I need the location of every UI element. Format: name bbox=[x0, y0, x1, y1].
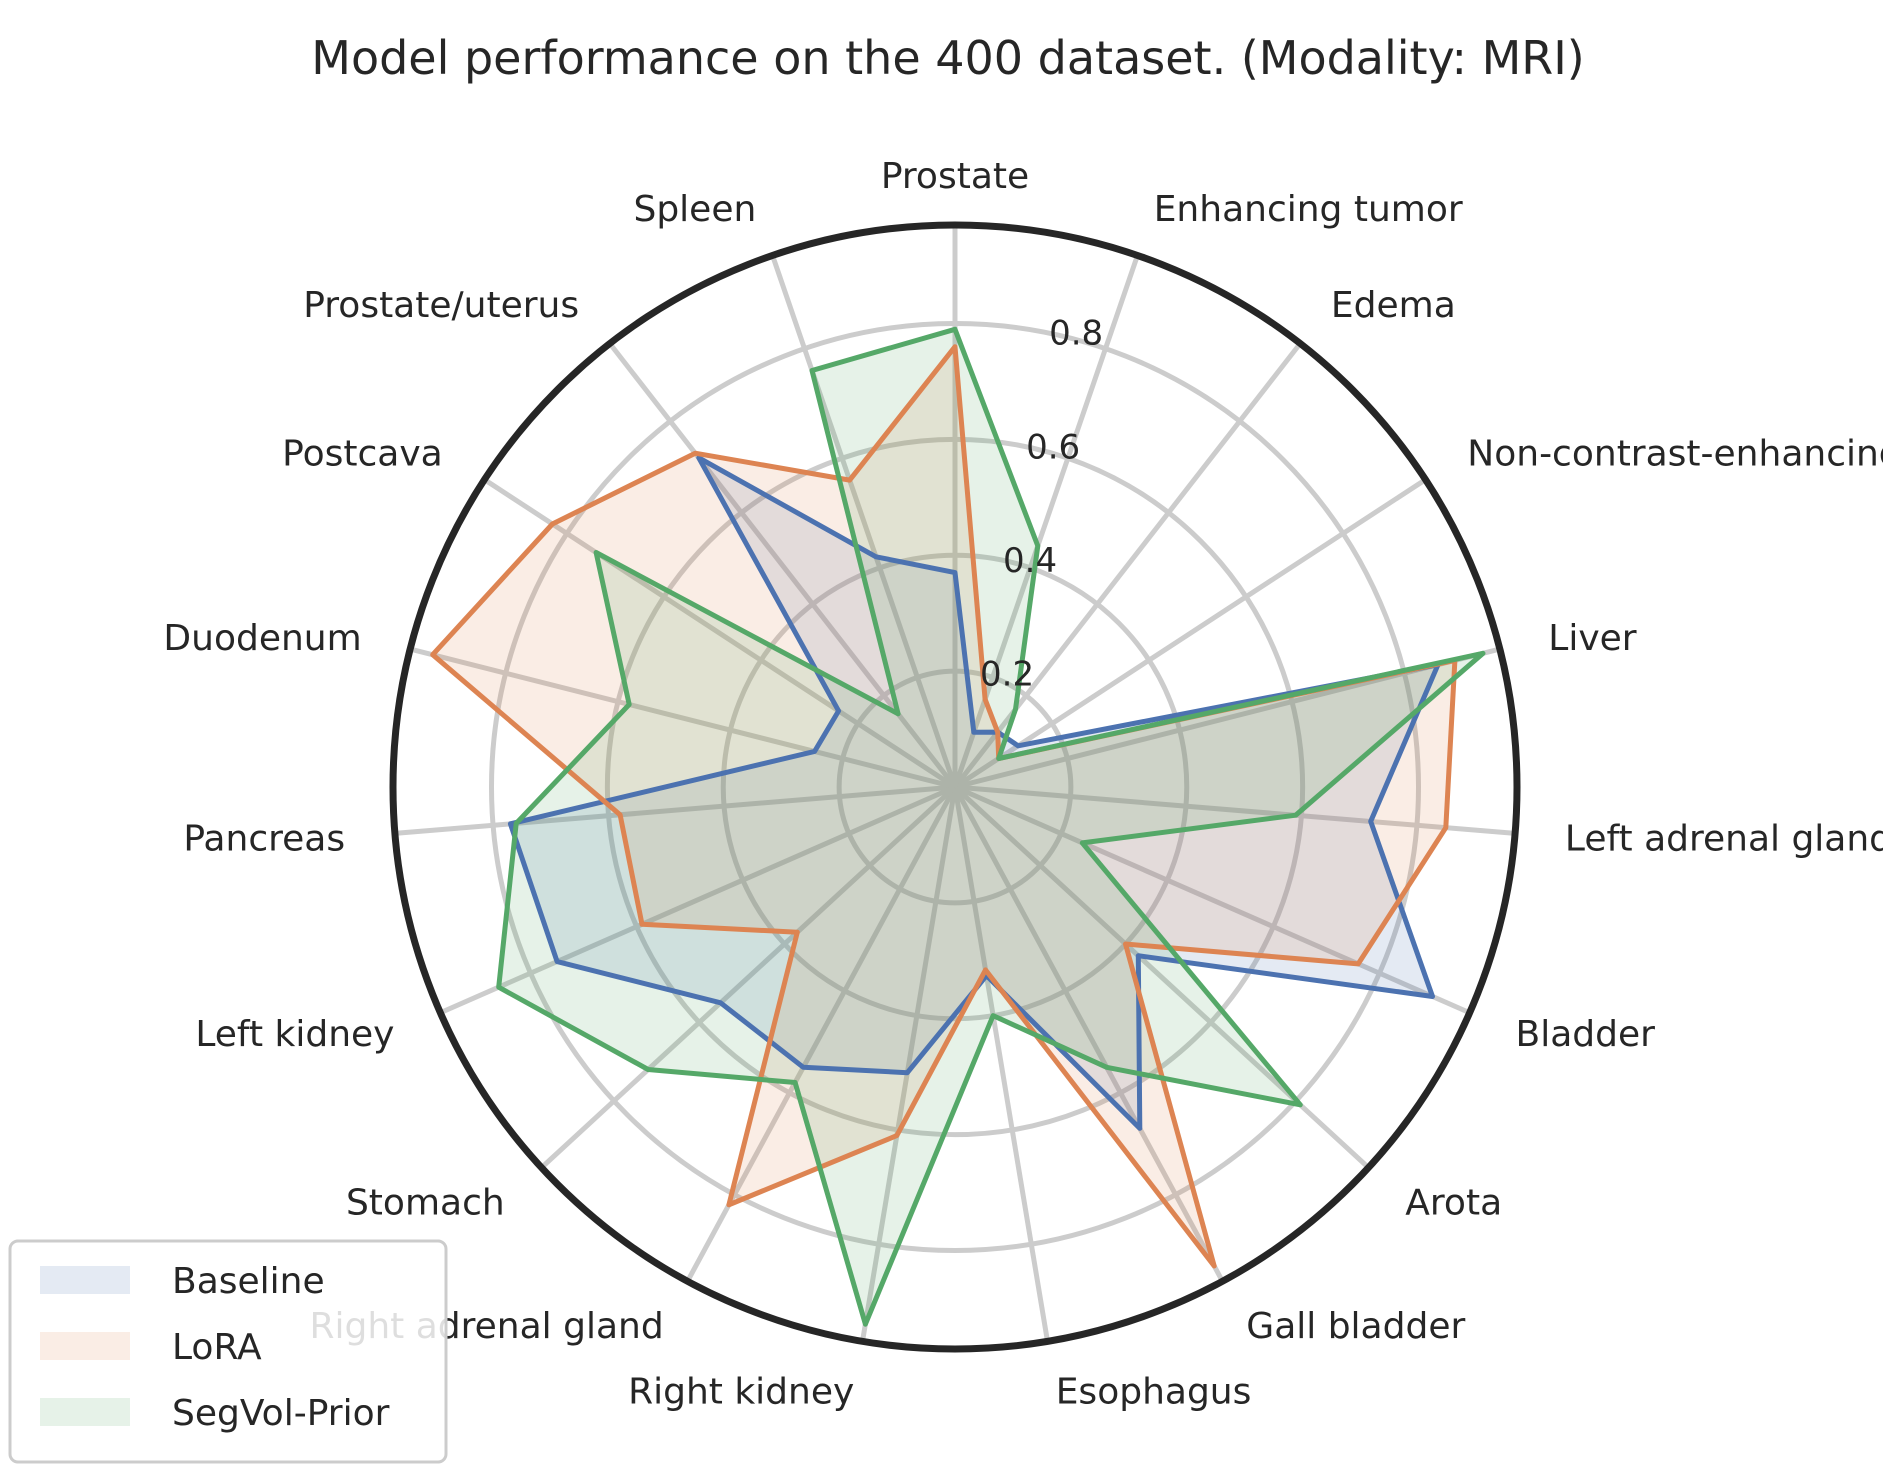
legend: Baseline LoRA SegVol-Prior bbox=[8, 1239, 448, 1464]
category-label-left-kidney: Left kidney bbox=[195, 1014, 394, 1055]
category-label-stomach: Stomach bbox=[346, 1183, 505, 1224]
category-label-enhancing-tumor: Enhancing tumor bbox=[1154, 189, 1463, 230]
series-fill-baseline bbox=[510, 457, 1438, 1129]
category-label-bladder: Bladder bbox=[1516, 1014, 1656, 1055]
series-line-baseline bbox=[507, 455, 1441, 1131]
spoke-gall-bladder bbox=[952, 785, 1225, 1283]
spoke-spleen bbox=[770, 254, 958, 788]
legend-label-baseline: Baseline bbox=[172, 1261, 325, 1302]
spoke-left-kidney bbox=[439, 784, 957, 1016]
legend-label-segvol-prior: SegVol-Prior bbox=[172, 1393, 390, 1434]
category-label-spleen: Spleen bbox=[633, 189, 756, 230]
spoke-non-contrast-enhancing-tumor-core bbox=[953, 477, 1427, 790]
legend-label-lora: LoRA bbox=[172, 1327, 262, 1368]
spoke-esophagus bbox=[952, 786, 1050, 1342]
legend-swatch-baseline bbox=[40, 1266, 130, 1294]
legend-swatch-lora bbox=[40, 1332, 130, 1360]
category-label-duodenum: Duodenum bbox=[163, 618, 361, 659]
category-label-postcava: Postcava bbox=[282, 433, 443, 474]
series-fill-segvol-prior bbox=[498, 329, 1483, 1325]
chart-title: Model performance on the 400 dataset. (M… bbox=[311, 31, 1585, 85]
spoke-postcava bbox=[483, 477, 957, 790]
category-label-gall-bladder: Gall bladder bbox=[1246, 1306, 1465, 1347]
category-label-pancreas: Pancreas bbox=[183, 819, 345, 860]
r-tick-label: 0.6 bbox=[1026, 427, 1080, 467]
series-line-segvol-prior bbox=[496, 326, 1486, 1327]
category-label-arota: Arota bbox=[1405, 1183, 1502, 1224]
spoke-duodenum bbox=[409, 646, 956, 790]
category-label-left-adrenal-gland: Left adrenal gland bbox=[1565, 819, 1883, 860]
r-tick-label: 0.4 bbox=[1003, 541, 1057, 581]
spoke-stomach bbox=[539, 785, 957, 1170]
series-fill-lora bbox=[432, 346, 1455, 1266]
category-label-esophagus: Esophagus bbox=[1056, 1372, 1252, 1413]
category-label-edema: Edema bbox=[1331, 285, 1456, 326]
category-label-non-contrast-enhancing-tumor-core: Non-contrast-enhancing tumor core bbox=[1467, 433, 1883, 474]
tick-labels: 0.2 0.4 0.6 0.8 bbox=[980, 314, 1103, 695]
spoke-left-adrenal-gland bbox=[954, 784, 1516, 836]
category-labels: Prostate Enhancing tumor Edema Non-contrast… bbox=[163, 156, 1883, 1413]
r-tick-label: 0.2 bbox=[980, 654, 1034, 694]
series-layer bbox=[430, 326, 1486, 1327]
category-label-right-kidney: Right kidney bbox=[628, 1372, 854, 1413]
legend-box bbox=[8, 1239, 448, 1464]
spoke-pancreas bbox=[394, 784, 956, 836]
outer-frame bbox=[389, 221, 1521, 1353]
spoke-bladder bbox=[953, 784, 1471, 1016]
category-label-prostate-uterus: Prostate/uterus bbox=[303, 285, 579, 326]
category-label-prostate: Prostate bbox=[881, 156, 1029, 197]
spoke-right-kidney bbox=[860, 786, 958, 1342]
r-tick-label: 0.8 bbox=[1049, 314, 1103, 354]
outer-circle bbox=[389, 221, 1521, 1353]
category-label-liver: Liver bbox=[1548, 618, 1637, 659]
legend-swatch-segvol-prior bbox=[40, 1398, 130, 1426]
